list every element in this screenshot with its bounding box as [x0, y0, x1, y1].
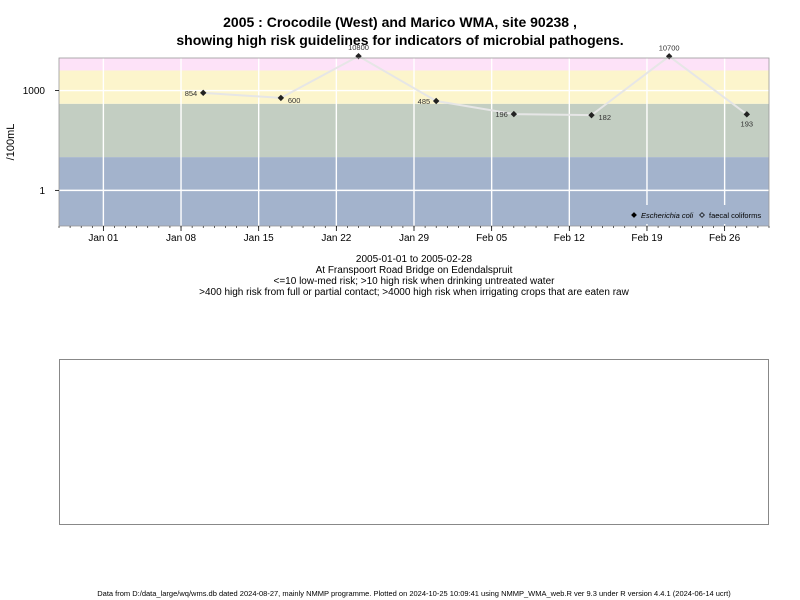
- location-text: At Franspoort Road Bridge on Edendalspru…: [315, 265, 513, 276]
- chart-title-line-2: showing high risk guidelines for indicat…: [176, 32, 624, 48]
- x-tick-label: Jan 08: [166, 233, 196, 244]
- legend: Escherichia coli faecal coliforms: [627, 205, 768, 224]
- x-tick-label: Jan 22: [321, 233, 351, 244]
- data-point: [743, 111, 751, 118]
- y-tick-label: 1000: [23, 86, 46, 97]
- legend-marker: [699, 212, 705, 218]
- data-label: 854: [185, 89, 198, 98]
- data-label: 485: [418, 97, 431, 106]
- x-tick-label: Feb 05: [476, 233, 508, 244]
- empty-plot-panel: [59, 359, 769, 525]
- x-tick-label: Feb 26: [709, 233, 741, 244]
- y-tick-label: 1: [39, 186, 45, 197]
- x-tick-label: Feb 19: [631, 233, 663, 244]
- data-point: [432, 97, 440, 105]
- x-tick-label: Feb 12: [554, 233, 586, 244]
- legend-box: [627, 205, 768, 224]
- footer-note: Data from D:/data_large/wq/wms.db dated …: [97, 589, 731, 598]
- data-point: [277, 94, 285, 102]
- y-axis-label: /100mL: [5, 124, 17, 161]
- chart-title-line-1: 2005 : Crocodile (West) and Marico WMA, …: [223, 14, 577, 30]
- data-label: 196: [495, 110, 508, 119]
- x-tick-label: Jan 15: [244, 233, 274, 244]
- x-tick-label: Jan 01: [88, 233, 118, 244]
- date-range-text: 2005-01-01 to 2005-02-28: [355, 254, 473, 265]
- data-label: 10700: [659, 43, 680, 52]
- data-label: 600: [288, 96, 301, 105]
- data-label: 182: [599, 113, 612, 122]
- data-label: 193: [741, 119, 754, 128]
- data-point: [355, 52, 362, 60]
- series-line: [203, 55, 748, 117]
- legend-marker: [631, 212, 637, 218]
- risk-note-2: >400 high risk from full or partial cont…: [199, 287, 629, 298]
- x-tick-label: Jan 29: [399, 233, 429, 244]
- legend-label: faecal coliforms: [709, 211, 761, 220]
- data-label: 10800: [348, 43, 369, 52]
- grid-lines: [59, 58, 769, 226]
- data-point: [510, 110, 518, 118]
- axes: 1 1000 Jan 01 Jan 08 Jan 15 Jan 22 Jan 29 Feb 0…: [5, 57, 770, 244]
- risk-note-1: <=10 low-med risk; >10 high risk when dr…: [273, 276, 555, 287]
- data-point: [588, 111, 595, 119]
- data-point: [200, 89, 207, 97]
- legend-label: Escherichia coli: [641, 211, 693, 220]
- series-layer: 854 600 10800 485 196 182 10700 193: [185, 43, 753, 128]
